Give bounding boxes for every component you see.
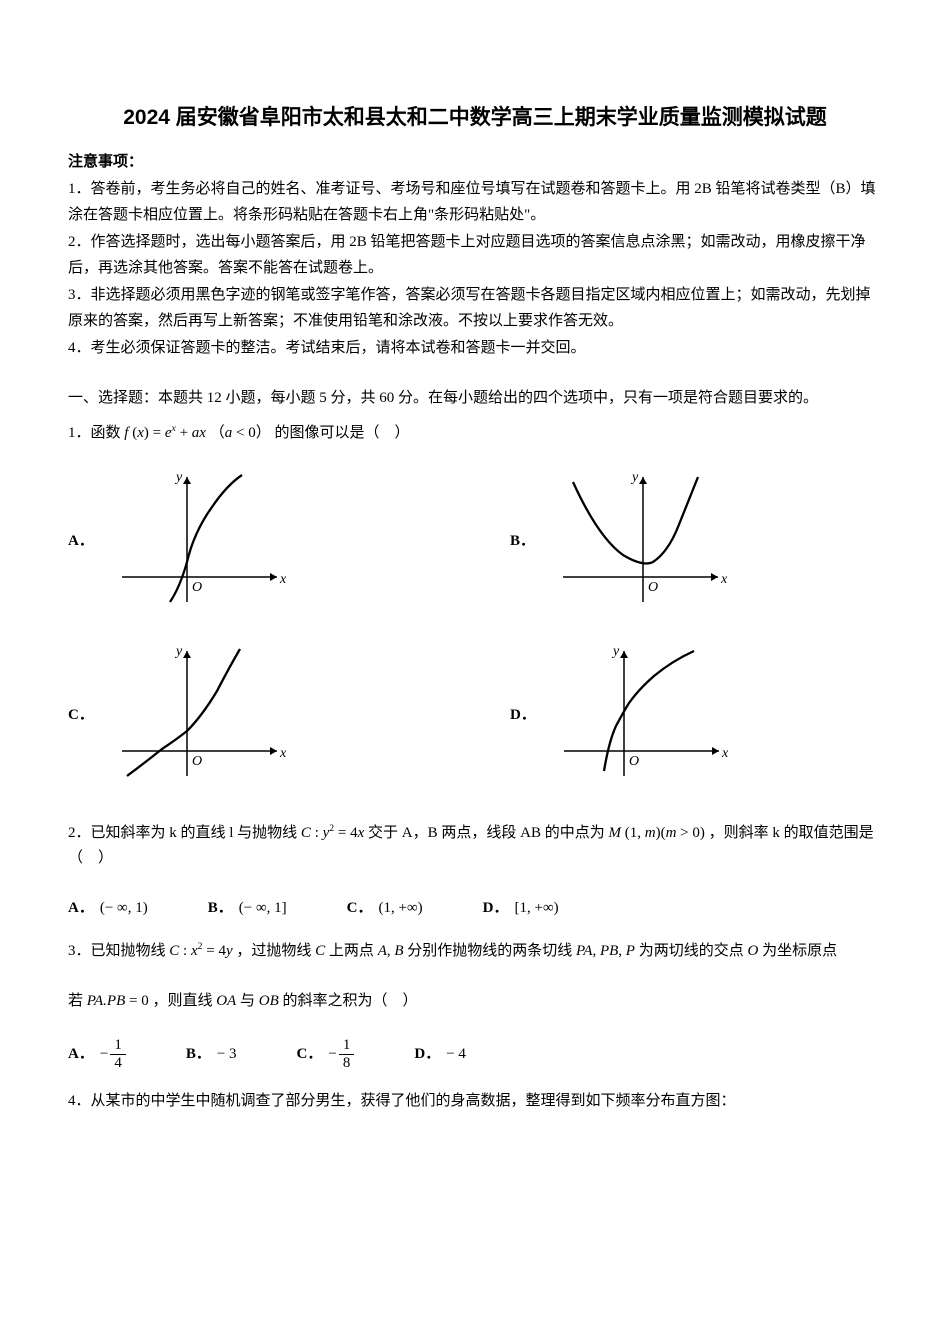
q1-option-a: A． x y O — [68, 467, 440, 617]
q1-graph-c: x y O — [112, 641, 292, 791]
notice-item-2: 2．作答选择题时，选出每小题答案后，用 2B 铅笔把答题卡上对应题目选项的答案信… — [68, 230, 882, 281]
q2-opt-b: B． (− ∞, 1] — [208, 896, 287, 922]
q3-opt-b: B． − 3 — [186, 1038, 237, 1071]
q1-prefix: 1．函数 — [68, 425, 124, 441]
svg-text:x: x — [721, 746, 729, 761]
q3-opt-a-label: A． — [68, 1042, 94, 1068]
q1-graph-options: A． x y O B． x y O — [68, 467, 882, 791]
q1-graph-a: x y O — [112, 467, 292, 617]
q1-graph-d: x y O — [554, 641, 734, 791]
q2-mid1: 交于 A，B 两点，线段 AB 的中点为 — [368, 825, 608, 841]
q2-options: A． (− ∞, 1) B． (− ∞, 1] C． (1, +∞) D． [1… — [68, 896, 882, 922]
notice-item-4: 4．考生必须保证答题卡的整洁。考试结束后，请将本试卷和答题卡一并交回。 — [68, 336, 882, 362]
q3-line2-suffix: ，则直线 OA 与 OB 的斜率之积为（ ） — [152, 993, 417, 1009]
q1-graph-b: x y O — [553, 467, 733, 617]
q2-formula-c: C : y2 = 4x — [301, 825, 364, 841]
q2-opt-b-value: (− ∞, 1] — [239, 896, 287, 922]
q1-suffix: 的图像可以是（ ） — [274, 425, 409, 441]
q1-option-d: D． x y O — [510, 641, 882, 791]
exam-title: 2024 届安徽省阜阳市太和县太和二中数学高三上期末学业质量监测模拟试题 — [68, 100, 882, 136]
svg-text:O: O — [648, 580, 658, 595]
section-1-heading: 一、选择题：本题共 12 小题，每小题 5 分，共 60 分。在每小题给出的四个… — [68, 386, 882, 412]
q1-opt-c-label: C． — [68, 703, 94, 729]
q3-opt-b-label: B． — [186, 1042, 211, 1068]
notice-label: 注意事项： — [68, 150, 882, 176]
notice-item-3: 3．非选择题必须用黑色字迹的钢笔或签字笔作答，答案必须写在答题卡各题目指定区域内… — [68, 283, 882, 334]
q3-opt-c: C． −18 — [297, 1038, 355, 1071]
q2-opt-a: A． (− ∞, 1) — [68, 896, 148, 922]
svg-text:O: O — [629, 754, 639, 769]
question-3: 3．已知抛物线 C : x2 = 4y ，过抛物线 C 上两点 A, B 分别作… — [68, 939, 882, 1071]
question-2: 2．已知斜率为 k 的直线 l 与抛物线 C : y2 = 4x 交于 A，B … — [68, 821, 882, 922]
q3-opt-b-value: − 3 — [217, 1042, 237, 1068]
q3-opt-c-label: C． — [297, 1042, 323, 1068]
svg-text:y: y — [611, 644, 620, 659]
svg-text:O: O — [192, 754, 202, 769]
q1-opt-a-label: A． — [68, 529, 94, 555]
q1-option-c: C． x y O — [68, 641, 440, 791]
svg-text:x: x — [720, 572, 728, 587]
svg-text:x: x — [279, 746, 287, 761]
q1-opt-b-label: B． — [510, 529, 535, 555]
q2-opt-d-value: [1, +∞) — [515, 896, 559, 922]
q3-line2-prefix: 若 — [68, 993, 87, 1009]
q3-formula-c: C : x2 = 4y — [169, 943, 232, 959]
q2-opt-a-label: A． — [68, 896, 94, 922]
q3-prefix: 3．已知抛物线 — [68, 943, 169, 959]
question-4: 4．从某市的中学生中随机调查了部分男生，获得了他们的身高数据，整理得到如下频率分… — [68, 1089, 882, 1115]
q2-opt-b-label: B． — [208, 896, 233, 922]
q3-opt-a-value: −14 — [100, 1038, 126, 1071]
q3-opt-d: D． − 4 — [414, 1038, 466, 1071]
q1-option-b: B． x y O — [510, 467, 882, 617]
q1-condition: （a < 0） — [210, 425, 271, 441]
q2-opt-c: C． (1, +∞) — [347, 896, 423, 922]
axis-y-label: y — [174, 470, 183, 485]
svg-text:y: y — [174, 644, 183, 659]
q3-options: A． −14 B． − 3 C． −18 D． − 4 — [68, 1038, 882, 1071]
q1-opt-d-label: D． — [510, 703, 536, 729]
axis-x-label: x — [279, 572, 287, 587]
q3-opt-c-value: −18 — [328, 1038, 354, 1071]
question-1: 1．函数 f (x) = ex + ax （a < 0） 的图像可以是（ ） A… — [68, 421, 882, 791]
origin-label: O — [192, 580, 202, 595]
q3-mid1: ，过抛物线 C 上两点 A, B 分别作抛物线的两条切线 PA, PB, P 为… — [236, 943, 837, 959]
q2-opt-a-value: (− ∞, 1) — [100, 896, 148, 922]
q2-prefix: 2．已知斜率为 k 的直线 l 与抛物线 — [68, 825, 301, 841]
q3-formula-dot: PA.PB = 0 — [87, 993, 149, 1009]
q3-opt-d-label: D． — [414, 1042, 440, 1068]
q1-formula: f (x) = ex + ax — [124, 425, 209, 441]
q2-opt-d-label: D． — [483, 896, 509, 922]
q2-opt-d: D． [1, +∞) — [483, 896, 559, 922]
q4-text: 4．从某市的中学生中随机调查了部分男生，获得了他们的身高数据，整理得到如下频率分… — [68, 1093, 736, 1109]
q2-opt-c-label: C． — [347, 896, 373, 922]
q3-opt-d-value: − 4 — [446, 1042, 466, 1068]
q2-opt-c-value: (1, +∞) — [379, 896, 423, 922]
notice-item-1: 1．答卷前，考生务必将自己的姓名、准考证号、考场号和座位号填写在试题卷和答题卡上… — [68, 177, 882, 228]
q2-formula-m: M (1, m)(m > 0) — [608, 825, 704, 841]
svg-text:y: y — [630, 470, 639, 485]
q3-opt-a: A． −14 — [68, 1038, 126, 1071]
